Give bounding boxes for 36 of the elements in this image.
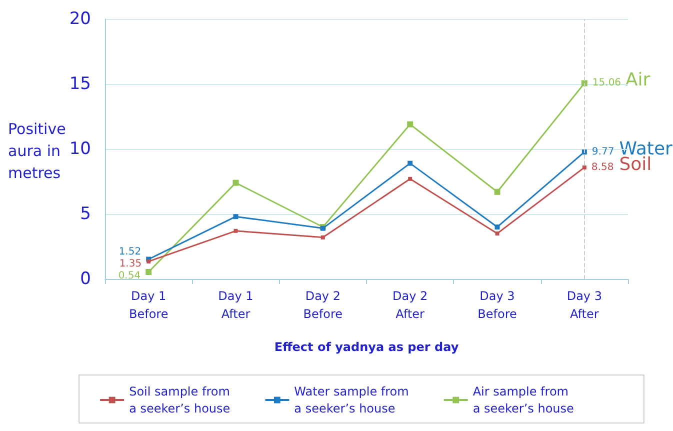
point bbox=[495, 232, 500, 236]
data-label: 1.52 bbox=[118, 246, 142, 258]
point bbox=[232, 180, 239, 186]
point bbox=[146, 259, 151, 264]
point bbox=[320, 235, 325, 240]
y-tick-label: 15 bbox=[69, 74, 91, 94]
x-tick-label: Day 1 After bbox=[218, 289, 254, 321]
legend-label: Soil sample from a seeker’s house bbox=[129, 384, 230, 416]
data-label: 8.58 bbox=[591, 162, 614, 173]
point bbox=[408, 160, 413, 166]
data-label: 0.54 bbox=[118, 270, 141, 282]
y-tick-label: 0 bbox=[80, 269, 91, 289]
y-tick-label: 5 bbox=[80, 204, 91, 224]
legend-label: Air sample from a seeker’s house bbox=[472, 384, 574, 416]
point bbox=[234, 228, 238, 233]
y-axis-title: Positive aura in metres bbox=[8, 120, 66, 182]
y-tick-label: 20 bbox=[69, 9, 91, 29]
point bbox=[407, 121, 414, 128]
legend-label: Water sample from a seeker’s house bbox=[294, 384, 409, 416]
point bbox=[146, 268, 152, 275]
x-tick-label: Day 1 Before bbox=[128, 289, 168, 321]
data-label: 9.77 bbox=[592, 146, 614, 158]
point bbox=[408, 176, 412, 181]
x-tick-label: Day 2 After bbox=[392, 289, 428, 321]
x-tick-label: Day 3 Before bbox=[478, 289, 517, 321]
point bbox=[582, 165, 586, 170]
point bbox=[233, 214, 238, 220]
x-tick-label: Day 3 After bbox=[566, 289, 602, 321]
y-tick-label: 10 bbox=[69, 139, 91, 159]
data-label: 1.35 bbox=[119, 258, 142, 270]
x-axis-title: Effect of yadnya as per day bbox=[274, 340, 459, 354]
annotation: Air bbox=[625, 70, 651, 91]
x-tick-label: Day 2 Before bbox=[303, 289, 343, 321]
point bbox=[494, 224, 500, 230]
data-label: 15.06 bbox=[592, 78, 622, 89]
point bbox=[494, 188, 500, 195]
